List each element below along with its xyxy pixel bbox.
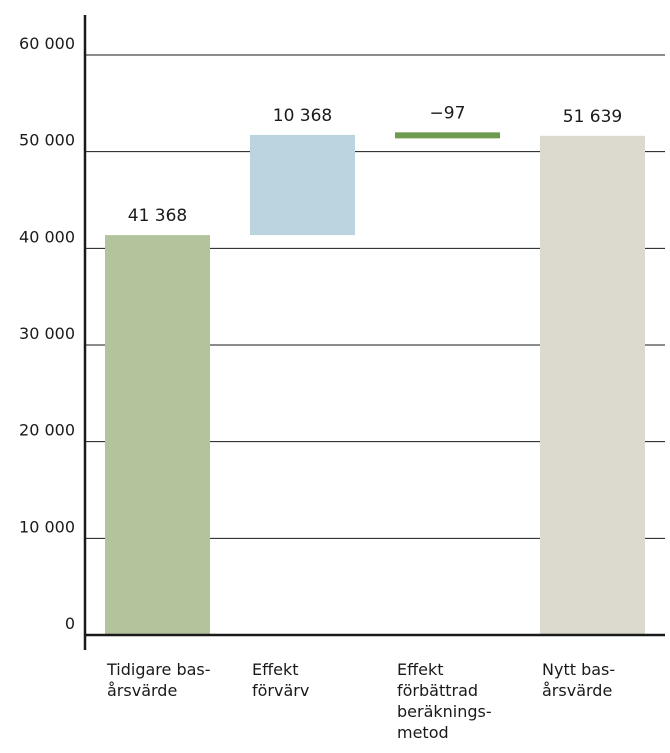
- bar: [250, 134, 355, 236]
- y-tick-label: 10 000: [19, 517, 75, 536]
- bars: [105, 132, 645, 636]
- data-label: 10 368: [273, 106, 332, 126]
- bar: [105, 235, 210, 636]
- category-label: Effekt förbättrad beräknings-metod: [397, 660, 492, 742]
- data-label: −97: [430, 103, 466, 123]
- category-label: Effekt förvärv: [252, 660, 309, 700]
- data-label: 51 639: [563, 107, 622, 127]
- y-tick-label: 40 000: [19, 227, 75, 246]
- data-label: 41 368: [128, 206, 187, 226]
- y-axis-tick-labels: 0 10 000 20 000 30 000 40 000 50 000 60 000: [19, 34, 75, 633]
- category-labels: Tidigare bas-årsvärde Effekt förvärv Effekt…: [106, 660, 615, 742]
- y-tick-label: 20 000: [19, 421, 75, 440]
- y-tick-label: 50 000: [19, 131, 75, 150]
- bar: [540, 135, 645, 635]
- y-tick-label: 60 000: [19, 34, 75, 53]
- y-tick-label: 0: [65, 614, 75, 633]
- y-tick-label: 30 000: [19, 324, 75, 343]
- category-label: Nytt bas-årsvärde: [542, 660, 615, 700]
- data-labels: 41 368 10 368 −97 51 639: [128, 103, 622, 226]
- bar: [395, 132, 500, 139]
- category-label: Tidigare bas-årsvärde: [106, 660, 211, 700]
